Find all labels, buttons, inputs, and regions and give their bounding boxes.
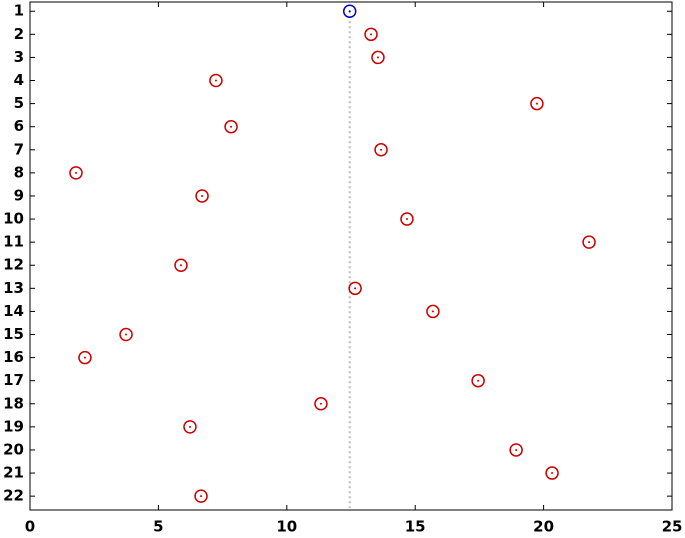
point [224, 119, 238, 134]
point [183, 420, 197, 434]
point-center [535, 102, 538, 105]
point [371, 50, 385, 65]
point-center [230, 125, 233, 128]
y-tick-label: 4 [14, 71, 24, 89]
point-center [515, 448, 518, 451]
point [545, 466, 559, 480]
point [69, 166, 83, 180]
point-center [200, 495, 203, 498]
point-center [83, 356, 86, 359]
point [348, 281, 362, 296]
point [119, 327, 133, 342]
point [194, 489, 208, 503]
y-tick-label: 7 [14, 140, 24, 158]
point-center [201, 194, 204, 197]
y-tick-label: 1 [14, 2, 24, 20]
point [426, 304, 440, 319]
point-center [431, 310, 434, 313]
point [374, 143, 388, 157]
y-tick-label: 5 [14, 94, 24, 112]
point [195, 189, 209, 203]
y-tick-label: 12 [3, 256, 24, 274]
point [342, 4, 357, 18]
x-tick-label: 10 [276, 518, 297, 536]
point-center [477, 379, 480, 382]
y-tick-label: 8 [14, 163, 24, 181]
y-tick-label: 10 [3, 210, 24, 228]
point [209, 73, 223, 88]
y-tick-label: 16 [3, 348, 24, 366]
point-center [214, 79, 217, 82]
point-center [588, 241, 591, 244]
y-tick-label: 6 [14, 117, 24, 135]
y-tick-label: 2 [14, 25, 24, 43]
point [364, 27, 378, 42]
y-tick-label: 13 [3, 279, 24, 297]
point-center [348, 10, 351, 13]
point-center [370, 33, 373, 36]
y-tick-label: 19 [3, 417, 24, 435]
y-tick-label: 22 [3, 487, 24, 505]
point [78, 350, 92, 365]
y-tick-label: 17 [3, 371, 24, 389]
point [314, 397, 328, 411]
point-center [551, 472, 554, 475]
y-tick-label: 21 [3, 464, 24, 482]
point [471, 373, 485, 388]
point [582, 235, 596, 249]
y-tick-label: 3 [14, 48, 24, 66]
y-tick-label: 11 [3, 233, 24, 251]
point-center [125, 333, 128, 336]
y-tick-label: 14 [3, 302, 24, 320]
x-tick-label: 15 [405, 518, 426, 536]
point [400, 212, 414, 226]
x-tick-label: 25 [662, 518, 683, 536]
x-tick-label: 0 [25, 518, 35, 536]
point-center [74, 171, 77, 174]
point [530, 96, 544, 111]
point-center [188, 425, 191, 428]
y-tick-label: 9 [14, 186, 24, 204]
y-tick-label: 18 [3, 394, 24, 412]
point [174, 258, 188, 272]
x-tick-label: 5 [153, 518, 163, 536]
point-center [380, 148, 383, 151]
plot-frame [29, 1, 673, 511]
point-center [319, 402, 322, 405]
point-center [354, 287, 357, 290]
point-center [376, 56, 379, 59]
point-center [179, 264, 182, 267]
y-tick-label: 20 [3, 440, 24, 458]
point [509, 443, 523, 457]
x-tick-label: 20 [533, 518, 554, 536]
y-tick-label: 15 [3, 325, 24, 343]
point-center [405, 218, 408, 221]
